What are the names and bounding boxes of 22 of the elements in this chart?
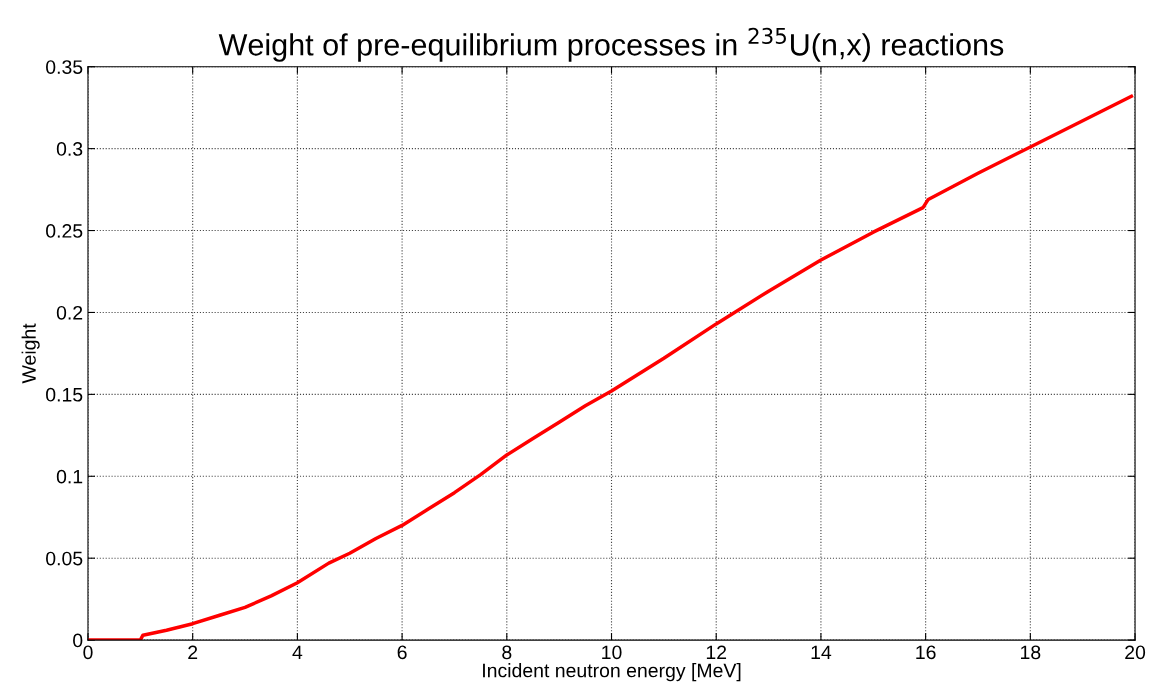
- x-tick-label: 4: [292, 645, 303, 660]
- y-tick-label: 0.25: [46, 224, 83, 238]
- x-tick-label: 18: [1021, 645, 1041, 660]
- y-tick-label: 0.35: [46, 60, 83, 74]
- x-tick-label: 10: [602, 645, 622, 660]
- y-tick-label: 0.1: [56, 469, 83, 484]
- y-tick-label: 0.05: [46, 551, 83, 566]
- x-tick-label: 16: [916, 645, 936, 660]
- x-tick-label: 6: [397, 645, 407, 660]
- x-axis-title: Incident neutron energy [MeV]: [483, 663, 741, 682]
- x-tick-label: 20: [1125, 645, 1146, 660]
- x-tick-label: 14: [811, 645, 832, 660]
- y-tick-label: 0.3: [56, 142, 83, 156]
- y-tick-label: 0.15: [46, 387, 83, 402]
- x-tick-label: 12: [706, 645, 727, 660]
- chart-title: Weight of pre-equilibrium processes in $^{235}$U(n,x) reactions: [218, 27, 1004, 62]
- y-tick-label: 0.2: [56, 305, 83, 320]
- x-tick-label: 2: [188, 645, 198, 660]
- x-tick-label: 0: [83, 645, 93, 660]
- y-axis-title: Weight: [21, 323, 40, 384]
- y-tick-label: 0: [73, 633, 83, 648]
- x-tick-label: 8: [502, 645, 512, 660]
